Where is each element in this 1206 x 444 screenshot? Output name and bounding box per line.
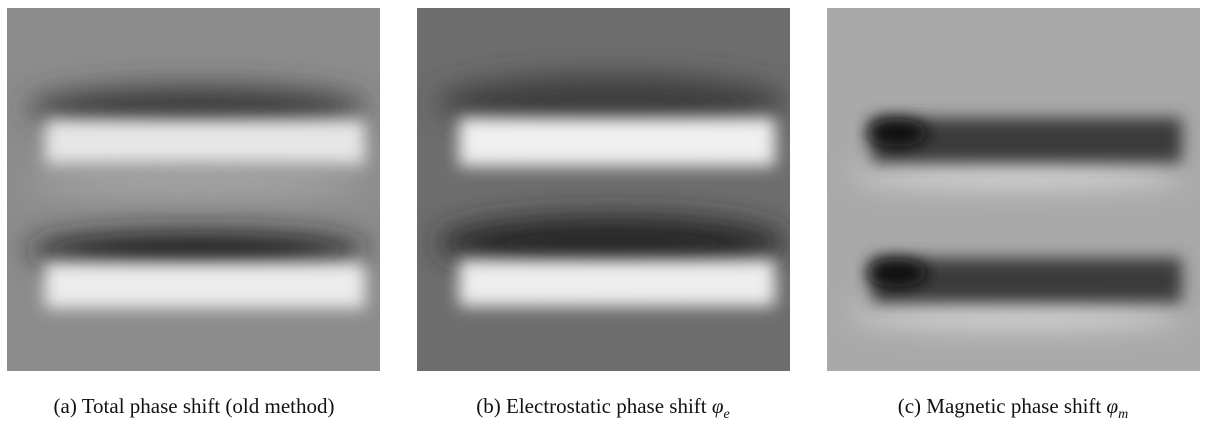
- caption: (c) Magnetic phase shift φm: [808, 394, 1206, 423]
- caption-symbol: φ: [1107, 394, 1119, 418]
- caption: (b) Electrostatic phase shift φe: [398, 394, 808, 423]
- caption-subscript: e: [724, 407, 730, 422]
- caption-label: (c): [898, 394, 921, 418]
- image-total-phase: [7, 8, 380, 371]
- caption-text: Electrostatic phase shift: [506, 394, 707, 418]
- caption-label: (a): [54, 394, 77, 418]
- caption-subscript: m: [1118, 407, 1128, 422]
- caption-symbol: φ: [712, 394, 724, 418]
- image-electrostatic-phase: [417, 8, 790, 371]
- image-magnetic-phase: [827, 8, 1200, 371]
- caption-text: Total phase shift (old method): [82, 394, 335, 418]
- caption-text: Magnetic phase shift: [926, 394, 1101, 418]
- caption: (a) Total phase shift (old method): [0, 394, 399, 419]
- page: (a) Total phase shift (old method) (b) E…: [0, 0, 1206, 444]
- caption-label: (b): [476, 394, 501, 418]
